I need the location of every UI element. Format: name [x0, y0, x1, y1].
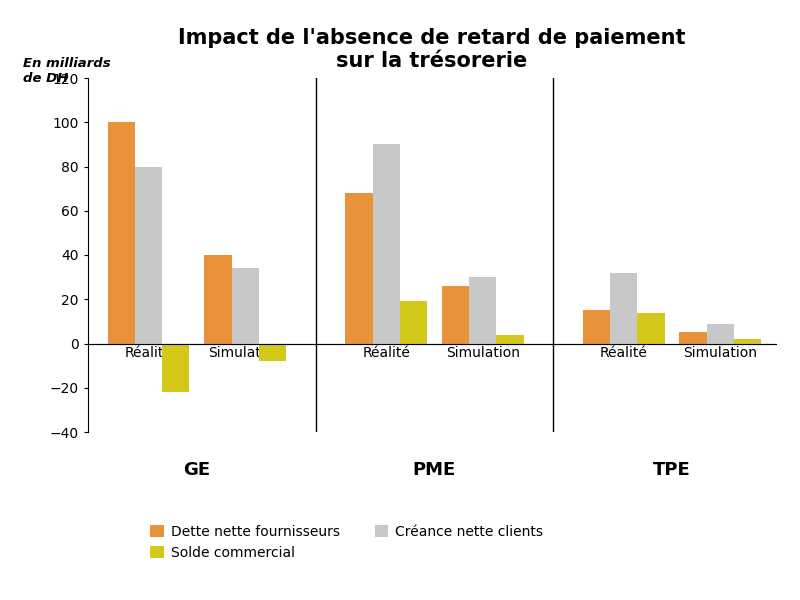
Bar	[162, 343, 190, 392]
Bar	[346, 193, 373, 343]
Legend: Dette nette fournisseurs, Solde commercial, Créance nette clients: Dette nette fournisseurs, Solde commerci…	[150, 524, 543, 560]
Text: TPE: TPE	[653, 461, 691, 479]
Bar	[610, 272, 638, 343]
Bar	[679, 332, 706, 343]
Bar	[400, 301, 427, 343]
Bar	[442, 286, 469, 343]
Bar	[373, 145, 400, 343]
Text: En milliards
de DH: En milliards de DH	[22, 57, 110, 85]
Text: PME: PME	[413, 461, 456, 479]
Bar	[135, 166, 162, 343]
Bar	[204, 255, 231, 343]
Title: Impact de l'absence de retard de paiement
sur la trésorerie: Impact de l'absence de retard de paiemen…	[178, 28, 686, 71]
Bar	[583, 310, 610, 343]
Bar	[496, 335, 523, 343]
Bar	[734, 339, 761, 343]
Bar	[258, 343, 286, 361]
Bar	[469, 277, 496, 343]
Bar	[706, 323, 734, 343]
Bar	[108, 122, 135, 343]
Bar	[638, 313, 665, 343]
Text: GE: GE	[183, 461, 210, 479]
Bar	[231, 268, 258, 343]
